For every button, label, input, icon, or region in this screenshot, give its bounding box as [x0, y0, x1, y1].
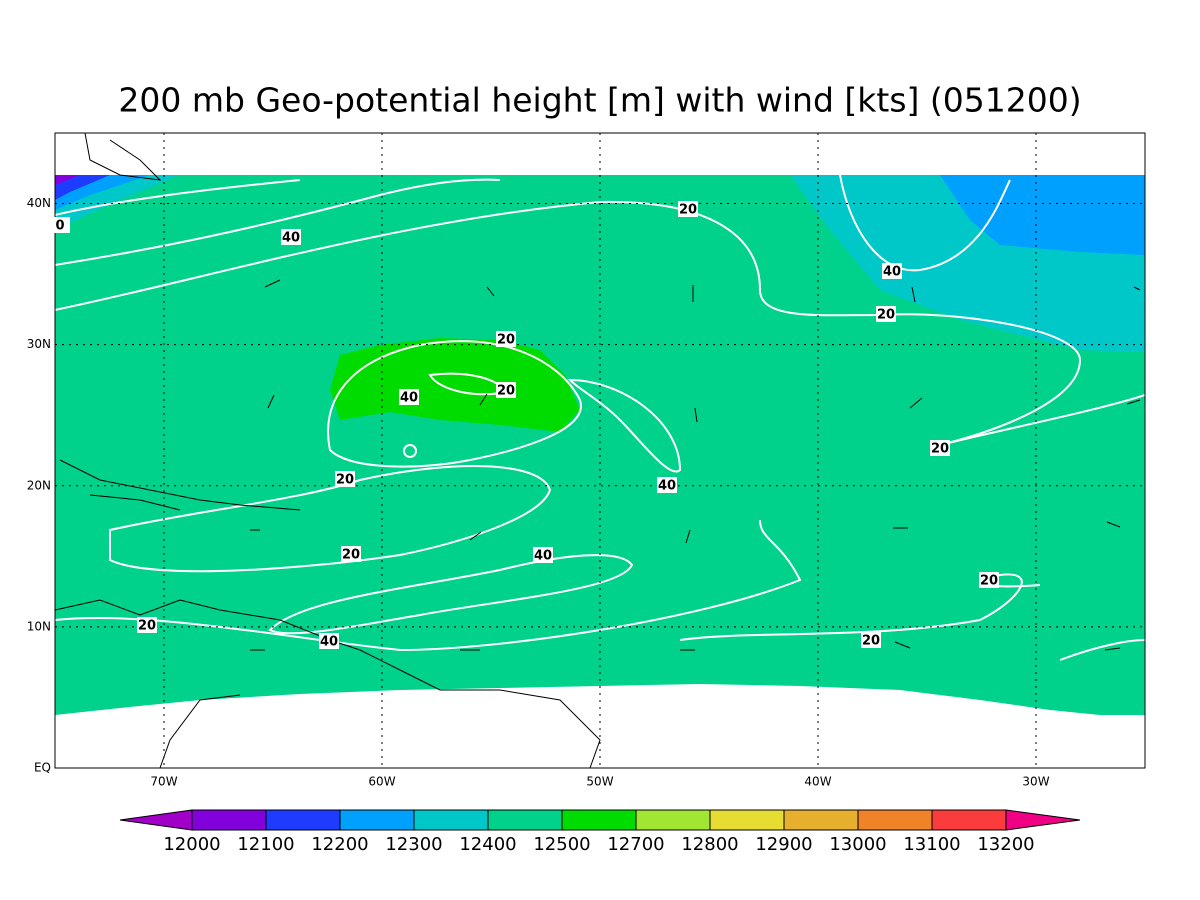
- contour-label-box: [979, 572, 999, 588]
- contour-label: 20: [877, 308, 895, 323]
- contour-label-box: [678, 201, 698, 217]
- colorbar-swatch: [1005, 809, 1081, 831]
- colorbar-label: 13100: [903, 834, 960, 855]
- contours: [54, 174, 1146, 661]
- contour-label: 20: [336, 473, 354, 488]
- colorbar-label: 12200: [311, 834, 368, 855]
- contour-label-box: [876, 306, 896, 322]
- colorbar-swatch: [119, 809, 193, 831]
- contour-label-box: [50, 217, 70, 233]
- overlay: 70W 60W 50W 40W 30W EQ 10N 20N 30N 40N 0 40 20 40 20 20…: [27, 133, 1145, 855]
- colorbar-swatch: [857, 809, 933, 831]
- colorbar-label: 12300: [385, 834, 442, 855]
- colorbar-label: 12700: [607, 834, 664, 855]
- y-tick-label: 40N: [27, 196, 51, 210]
- x-tick-label: 70W: [150, 775, 177, 789]
- contour-label-box: [137, 617, 157, 633]
- coastlines: [54, 132, 601, 769]
- contour-label: 20: [862, 634, 880, 649]
- contour-label: 40: [400, 391, 418, 406]
- contour-label: 40: [320, 635, 338, 650]
- x-tick-label: 40W: [804, 775, 831, 789]
- contour-label-box: [335, 471, 355, 487]
- colorbar-label: 12800: [681, 834, 738, 855]
- colorbar-label: 13000: [829, 834, 886, 855]
- contour-label-box: [861, 632, 881, 648]
- colorbar-swatch: [561, 809, 637, 831]
- colorbar-swatch: [783, 809, 859, 831]
- y-tick-label: 30N: [27, 337, 51, 351]
- title: 200 mb Geo-potential height [m] with win…: [118, 81, 1081, 120]
- contour-label-box: [657, 477, 677, 493]
- colorbar-label: 12000: [163, 834, 220, 855]
- colorbar-label: 12100: [237, 834, 294, 855]
- contour-label: 40: [282, 231, 300, 246]
- colorbar-label: 12900: [755, 834, 812, 855]
- contour-label-box: [930, 440, 950, 456]
- contour-label-box: [281, 229, 301, 245]
- contour-label: 20: [980, 574, 998, 589]
- colorbar-swatch: [931, 809, 1007, 831]
- colorbar-swatch: [339, 809, 415, 831]
- contour-label-box: [399, 389, 419, 405]
- contour-label: 20: [497, 384, 515, 399]
- x-tick-label: 60W: [368, 775, 395, 789]
- contour-label-box: [341, 546, 361, 562]
- contour-label-box: [496, 331, 516, 347]
- contour-label: 0: [55, 219, 64, 234]
- x-tick-label: 30W: [1022, 775, 1049, 789]
- colorbar-swatch: [191, 809, 267, 831]
- y-tick-label: EQ: [34, 761, 51, 775]
- x-tick-label: 50W: [586, 775, 613, 789]
- contour-label-box: [319, 633, 339, 649]
- contour-label: 20: [342, 548, 360, 563]
- colorbar-label: 12400: [459, 834, 516, 855]
- contour-label-box: [533, 547, 553, 563]
- contour-label: 40: [883, 265, 901, 280]
- contour-label-box: [496, 382, 516, 398]
- wind-arrows: [250, 279, 1141, 651]
- contour-label-box: [882, 263, 902, 279]
- colorbar-label: 12500: [533, 834, 590, 855]
- contour-label: 40: [658, 479, 676, 494]
- contour-label: 20: [931, 442, 949, 457]
- colorbar-swatch: [265, 809, 341, 831]
- y-tick-label: 20N: [27, 478, 51, 492]
- colorbar-swatch: [413, 809, 489, 831]
- colorbar-swatch: [709, 809, 785, 831]
- contour-label: 20: [679, 203, 697, 218]
- colorbar-swatch: [635, 809, 711, 831]
- contour-label: 20: [497, 333, 515, 348]
- contour-label: 40: [534, 549, 552, 564]
- colorbar-swatch: [487, 809, 563, 831]
- y-tick-label: 10N: [27, 619, 51, 633]
- contour-label: 20: [138, 619, 156, 634]
- colorbar-label: 13200: [977, 834, 1034, 855]
